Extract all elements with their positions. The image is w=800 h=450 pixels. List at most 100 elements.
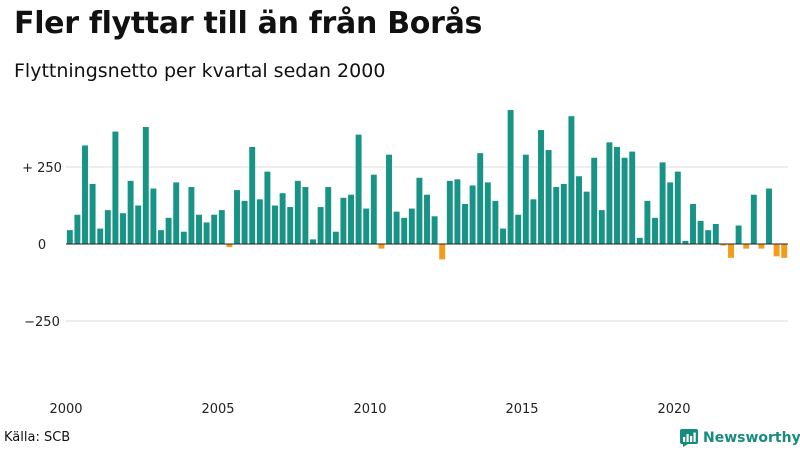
bar bbox=[196, 214, 202, 244]
bar bbox=[705, 230, 712, 244]
bar bbox=[325, 187, 332, 244]
bar bbox=[492, 200, 499, 244]
bar bbox=[112, 131, 119, 244]
bar bbox=[317, 207, 324, 244]
x-tick-label: 2015 bbox=[505, 402, 538, 417]
bar bbox=[545, 150, 552, 244]
bar bbox=[74, 214, 81, 244]
bar bbox=[667, 182, 674, 244]
bar bbox=[165, 217, 172, 244]
bar bbox=[386, 154, 392, 244]
y-tick-label: + 250 bbox=[22, 161, 62, 176]
bar bbox=[249, 146, 256, 244]
chart-subtitle: Flyttningsnetto per kvartal sedan 2000 bbox=[14, 60, 386, 82]
bar bbox=[750, 194, 757, 244]
bar bbox=[454, 179, 461, 244]
bar bbox=[120, 213, 126, 244]
bar bbox=[424, 194, 430, 244]
bar bbox=[401, 217, 408, 244]
bar bbox=[439, 244, 446, 260]
x-tick-label: 2000 bbox=[49, 402, 82, 417]
bar bbox=[659, 162, 666, 244]
bar bbox=[766, 188, 772, 244]
bar bbox=[348, 194, 354, 244]
bar bbox=[82, 145, 88, 244]
bar bbox=[218, 210, 225, 244]
bar bbox=[652, 217, 658, 244]
bar bbox=[728, 244, 734, 258]
bar bbox=[576, 176, 582, 244]
bar bbox=[287, 207, 294, 244]
bar bbox=[743, 244, 750, 249]
bar bbox=[370, 174, 377, 244]
bar bbox=[720, 244, 727, 246]
bar bbox=[484, 182, 491, 244]
bar bbox=[393, 211, 400, 244]
bar bbox=[355, 134, 362, 244]
bar bbox=[226, 244, 233, 248]
brand: Newsworthy bbox=[680, 427, 800, 449]
bar bbox=[469, 185, 476, 244]
bar bbox=[173, 182, 180, 244]
bar bbox=[150, 188, 157, 244]
bar bbox=[621, 157, 628, 244]
x-tick-label: 2020 bbox=[657, 402, 690, 417]
bar bbox=[553, 187, 560, 244]
bar bbox=[158, 230, 164, 244]
bar bbox=[135, 205, 142, 244]
bar bbox=[636, 237, 643, 244]
bar bbox=[462, 203, 468, 244]
bar bbox=[515, 214, 522, 244]
bar bbox=[279, 193, 286, 244]
bar bbox=[781, 244, 788, 258]
bar bbox=[431, 216, 438, 244]
bar bbox=[241, 200, 248, 244]
bar bbox=[378, 244, 385, 249]
bar bbox=[500, 228, 506, 244]
bar bbox=[234, 190, 240, 244]
bar bbox=[591, 157, 598, 244]
bar bbox=[568, 116, 575, 244]
bar bbox=[104, 210, 111, 244]
newsworthy-logo-icon bbox=[680, 429, 698, 447]
x-tick-label: 2005 bbox=[201, 402, 234, 417]
bar bbox=[446, 180, 453, 244]
bar bbox=[310, 239, 316, 244]
bar bbox=[477, 153, 484, 244]
bar bbox=[294, 180, 301, 244]
bar bbox=[690, 203, 696, 244]
bar bbox=[363, 208, 370, 244]
y-tick-label: 0 bbox=[38, 238, 46, 253]
bar bbox=[188, 187, 195, 244]
bar bbox=[89, 183, 96, 244]
bar bbox=[682, 240, 689, 244]
bar bbox=[272, 205, 278, 244]
bar bbox=[264, 171, 271, 244]
bar bbox=[614, 146, 620, 244]
bar bbox=[256, 199, 263, 244]
source-note: Källa: SCB bbox=[4, 430, 71, 445]
bar bbox=[203, 222, 210, 244]
bar bbox=[629, 151, 636, 244]
chart-title: Fler flyttar till än från Borås bbox=[14, 6, 483, 41]
bar bbox=[408, 208, 415, 244]
bar bbox=[97, 228, 104, 244]
bar bbox=[773, 244, 780, 257]
bar bbox=[302, 187, 309, 244]
bar bbox=[606, 142, 613, 244]
x-tick-label: 2010 bbox=[353, 402, 386, 417]
bar bbox=[340, 197, 347, 244]
bar bbox=[211, 214, 218, 244]
bar bbox=[583, 191, 590, 244]
bar bbox=[522, 154, 529, 244]
bar bbox=[758, 244, 765, 249]
bar bbox=[560, 183, 567, 244]
bar bbox=[697, 220, 704, 244]
bar bbox=[598, 210, 605, 244]
bar bbox=[66, 230, 73, 244]
bar bbox=[712, 223, 719, 244]
bar bbox=[507, 110, 514, 245]
bar bbox=[416, 177, 423, 244]
bar bbox=[530, 199, 537, 244]
